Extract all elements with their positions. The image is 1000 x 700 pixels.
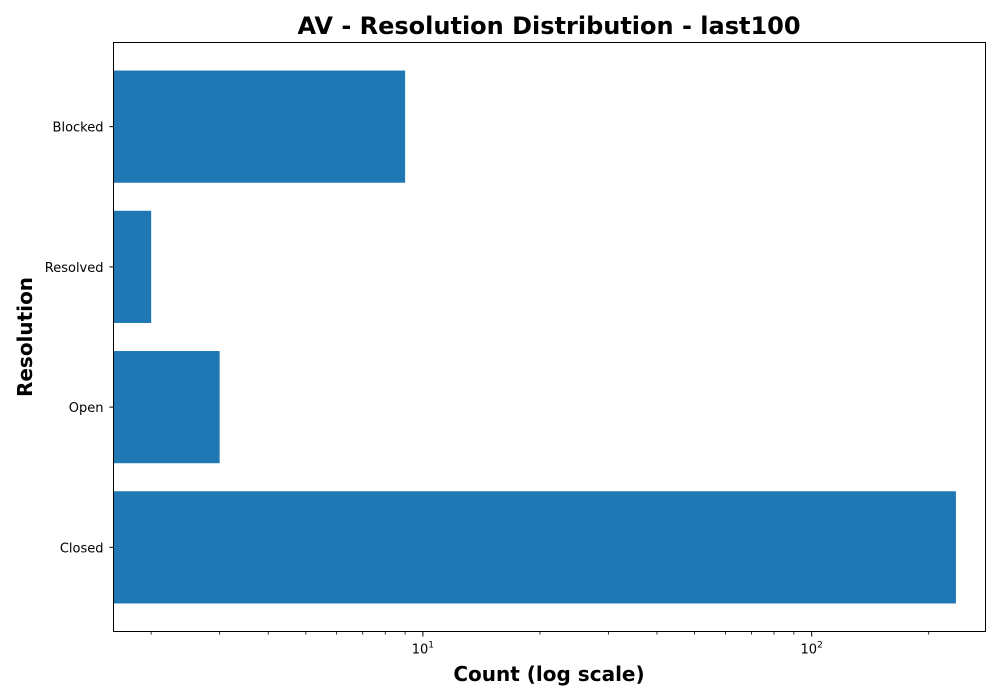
x-tick-label: 102 — [801, 641, 823, 658]
chart-title: AV - Resolution Distribution - last100 — [297, 12, 800, 40]
x-axis-label: Count (log scale) — [453, 662, 644, 686]
y-tick-label-resolved: Resolved — [45, 261, 104, 276]
y-tick-label-blocked: Blocked — [53, 121, 104, 136]
x-ticks-group: 101 102 — [412, 631, 823, 658]
y-tick-label-closed: Closed — [60, 541, 104, 556]
x-tick-label: 101 — [412, 641, 434, 658]
bar-blocked — [113, 70, 406, 183]
bar-open — [113, 351, 220, 464]
y-tick-label-open: Open — [69, 401, 104, 416]
bars-group — [113, 70, 956, 604]
bar-closed — [113, 491, 956, 604]
y-ticks-group: Closed Open Resolved Blocked — [45, 121, 114, 556]
plot-area-frame — [113, 42, 986, 632]
y-axis-label: Resolution — [13, 277, 37, 397]
bar-resolved — [113, 210, 152, 323]
